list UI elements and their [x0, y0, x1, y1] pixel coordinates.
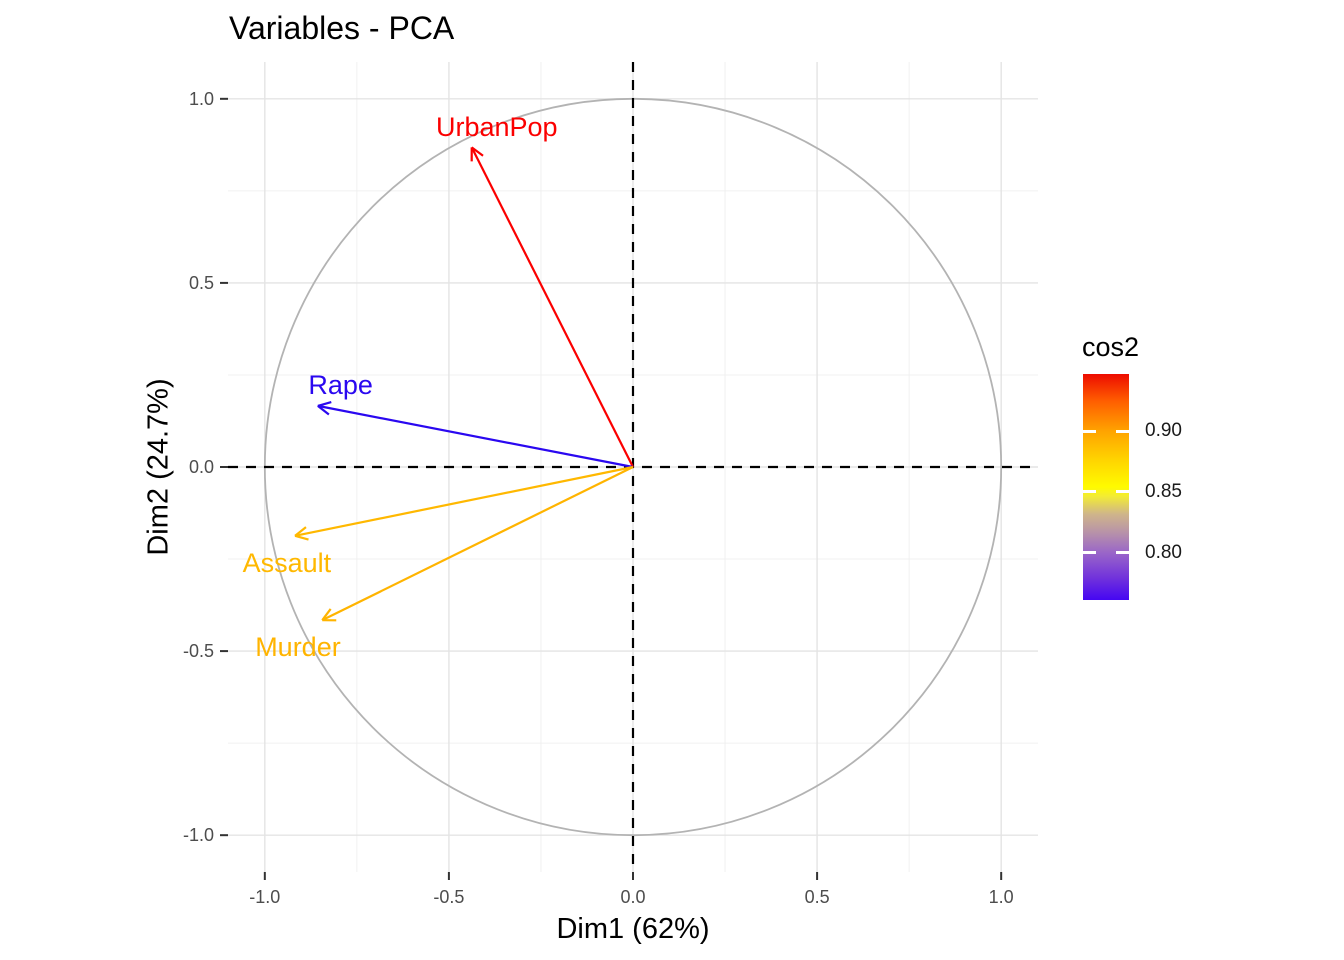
legend-tick-label: 0.85 — [1145, 480, 1182, 502]
variable-label-assault: Assault — [243, 548, 332, 578]
legend-tick-mark — [1116, 490, 1129, 494]
y-tick-label: 1.0 — [189, 89, 214, 109]
variable-arrowhead-urbanpop — [471, 146, 484, 157]
legend-tick-mark — [1083, 429, 1096, 433]
x-tick-label: 1.0 — [989, 887, 1014, 907]
y-tick-label: -0.5 — [183, 641, 214, 661]
legend-tick-mark — [1116, 429, 1129, 433]
variable-arrowhead-murder — [321, 608, 332, 621]
variable-label-murder: Murder — [255, 632, 341, 662]
variable-arrow-murder — [321, 466, 634, 622]
variable-arrow-rape — [317, 404, 634, 469]
variable-label-rape: Rape — [308, 370, 373, 400]
variable-arrowhead-assault — [294, 534, 309, 541]
legend-colorbar — [1083, 374, 1129, 600]
y-axis-title: Dim2 (24.7%) — [142, 378, 175, 556]
variable-arrowhead-assault — [294, 526, 307, 537]
variable-label-urbanpop: UrbanPop — [436, 112, 558, 142]
y-tick-label: 0.0 — [189, 457, 214, 477]
legend-tick-label: 0.90 — [1145, 420, 1182, 442]
variable-arrow-assault — [294, 465, 634, 537]
variable-arrow-urbanpop — [470, 146, 634, 468]
legend-title: cos2 — [1082, 332, 1140, 362]
variable-arrowhead-rape — [317, 400, 332, 407]
x-axis-title: Dim1 (62%) — [556, 913, 710, 945]
x-tick-label: -0.5 — [433, 887, 464, 907]
legend-tick-mark — [1116, 551, 1129, 555]
legend-tick-label: 0.80 — [1145, 541, 1182, 563]
x-tick-label: -1.0 — [249, 887, 280, 907]
x-tick-label: 0.0 — [620, 887, 645, 907]
y-tick-label: -1.0 — [183, 825, 214, 845]
legend-tick-mark — [1083, 490, 1096, 494]
legend-tick-mark — [1083, 551, 1096, 555]
variable-arrowhead-rape — [317, 405, 330, 416]
x-tick-label: 0.5 — [805, 887, 830, 907]
y-tick-label: 0.5 — [189, 273, 214, 293]
plot-title: Variables - PCA — [229, 10, 455, 46]
